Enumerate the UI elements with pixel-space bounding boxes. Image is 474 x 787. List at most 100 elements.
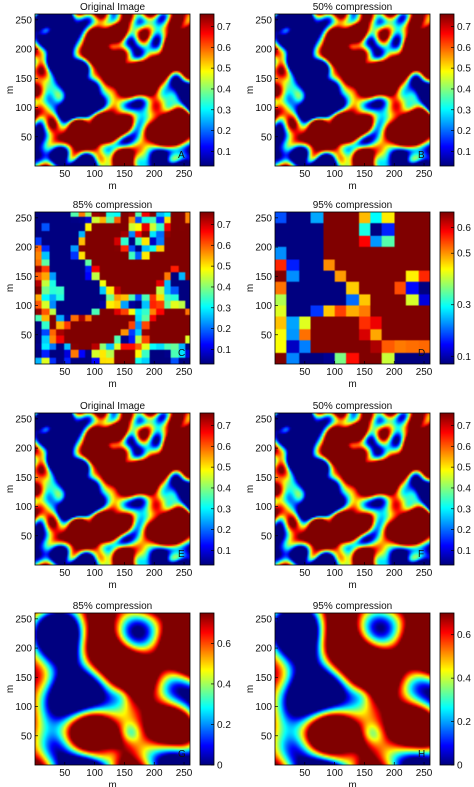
colorbar-tick-label: 0.1 bbox=[457, 546, 471, 557]
colorbar-tick-label: 0.7 bbox=[457, 22, 471, 33]
x-axis-label: m bbox=[348, 780, 356, 787]
colorbar bbox=[200, 212, 214, 364]
panel-title: 95% compression bbox=[313, 601, 392, 612]
plot-frame bbox=[34, 412, 191, 566]
x-tick-label: 150 bbox=[356, 367, 373, 378]
y-tick-label: 100 bbox=[255, 702, 272, 713]
colorbar bbox=[200, 613, 214, 765]
panel-title: Original Image bbox=[80, 2, 145, 13]
colorbar-tick-label: 0.4 bbox=[217, 84, 231, 95]
y-tick-label: 100 bbox=[15, 702, 32, 713]
colorbar-tick-label: 0.1 bbox=[217, 546, 231, 557]
y-tick-label: 100 bbox=[15, 502, 32, 513]
y-tick-label: 250 bbox=[255, 15, 272, 26]
y-tick-label: 150 bbox=[15, 473, 32, 484]
heatmap-image bbox=[275, 14, 430, 166]
x-tick-label: 200 bbox=[386, 169, 403, 180]
colorbar bbox=[440, 613, 454, 765]
colorbar-tick-label: 0.6 bbox=[217, 442, 231, 453]
y-tick-label: 50 bbox=[21, 132, 33, 143]
colorbar-tick-label: 0.5 bbox=[457, 64, 471, 75]
colorbar-tick-label: 0.3 bbox=[217, 504, 231, 515]
colorbar-tick-label: 0.6 bbox=[457, 442, 471, 453]
x-tick-label: 150 bbox=[116, 169, 133, 180]
colorbar-tick-label: 0.2 bbox=[217, 720, 231, 731]
colorbar-tick-label: 0.5 bbox=[217, 262, 231, 273]
y-tick-label: 250 bbox=[255, 614, 272, 625]
y-tick-label: 200 bbox=[15, 444, 32, 455]
colorbar-tick-label: 0.3 bbox=[217, 105, 231, 116]
colorbar-frame bbox=[439, 412, 455, 566]
y-tick-label: 200 bbox=[255, 644, 272, 655]
y-tick-label: 150 bbox=[255, 74, 272, 85]
x-tick-label: 50 bbox=[299, 768, 311, 779]
y-tick-label: 100 bbox=[15, 103, 32, 114]
panel-letter: C bbox=[178, 348, 185, 359]
y-axis-label: m bbox=[5, 284, 16, 292]
colorbar-tick-label: 0.1 bbox=[457, 352, 471, 363]
x-tick-label: 100 bbox=[326, 367, 343, 378]
panel-title: Original Image bbox=[80, 401, 145, 412]
colorbar-tick-label: 0.3 bbox=[457, 105, 471, 116]
colorbar bbox=[440, 212, 454, 364]
y-tick-label: 200 bbox=[255, 45, 272, 56]
colorbar-tick-label: 0.6 bbox=[217, 639, 231, 650]
y-tick-label: 250 bbox=[15, 213, 32, 224]
x-tick-label: 100 bbox=[326, 169, 343, 180]
x-axis-label: m bbox=[348, 181, 356, 192]
y-tick-label: 250 bbox=[255, 213, 272, 224]
x-tick-label: 150 bbox=[356, 768, 373, 779]
y-tick-label: 150 bbox=[255, 473, 272, 484]
colorbar-tick-label: 0 bbox=[457, 761, 463, 772]
y-tick-label: 50 bbox=[21, 731, 33, 742]
x-tick-label: 100 bbox=[86, 568, 103, 579]
colorbar bbox=[200, 413, 214, 565]
colorbar-tick-label: 0.2 bbox=[457, 717, 471, 728]
y-tick-label: 250 bbox=[15, 414, 32, 425]
panel-title: 95% compression bbox=[313, 200, 392, 211]
y-tick-label: 250 bbox=[15, 614, 32, 625]
panel-letter: B bbox=[418, 150, 425, 161]
x-tick-label: 100 bbox=[326, 768, 343, 779]
colorbar-tick-label: 0.6 bbox=[217, 241, 231, 252]
colorbar-tick-label: 0.3 bbox=[457, 300, 471, 311]
x-tick-label: 50 bbox=[299, 367, 311, 378]
y-axis-label: m bbox=[5, 485, 16, 493]
plot-frame bbox=[34, 13, 191, 167]
x-tick-label: 250 bbox=[416, 568, 433, 579]
heatmap-image bbox=[35, 212, 190, 364]
y-tick-label: 100 bbox=[255, 103, 272, 114]
colorbar-tick-label: 0.6 bbox=[457, 223, 471, 234]
y-axis-label: m bbox=[245, 284, 256, 292]
x-tick-label: 200 bbox=[386, 768, 403, 779]
colorbar-tick-label: 0.4 bbox=[457, 84, 471, 95]
colorbar-tick-label: 0.4 bbox=[457, 483, 471, 494]
y-tick-label: 100 bbox=[255, 301, 272, 312]
panel-letter: H bbox=[418, 749, 425, 760]
panel-letter: E bbox=[178, 549, 185, 560]
y-tick-label: 250 bbox=[255, 414, 272, 425]
x-axis-label: m bbox=[108, 780, 116, 787]
heatmap-image bbox=[35, 413, 190, 565]
plot-frame bbox=[274, 13, 431, 167]
y-tick-label: 200 bbox=[15, 644, 32, 655]
y-axis-label: m bbox=[245, 485, 256, 493]
x-axis-label: m bbox=[348, 580, 356, 591]
panel-title: 85% compression bbox=[73, 200, 152, 211]
y-tick-label: 250 bbox=[15, 15, 32, 26]
y-tick-label: 150 bbox=[15, 272, 32, 283]
panel-letter: A bbox=[178, 150, 185, 161]
colorbar-tick-label: 0.5 bbox=[217, 463, 231, 474]
colorbar-tick-label: 0.4 bbox=[457, 674, 471, 685]
y-tick-label: 50 bbox=[261, 531, 273, 542]
colorbar-frame bbox=[439, 612, 455, 766]
x-tick-label: 50 bbox=[59, 768, 71, 779]
colorbar bbox=[440, 413, 454, 565]
colorbar-tick-label: 0.4 bbox=[217, 483, 231, 494]
colorbar-tick-label: 0.6 bbox=[457, 630, 471, 641]
y-tick-label: 50 bbox=[261, 330, 273, 341]
y-tick-label: 150 bbox=[15, 673, 32, 684]
